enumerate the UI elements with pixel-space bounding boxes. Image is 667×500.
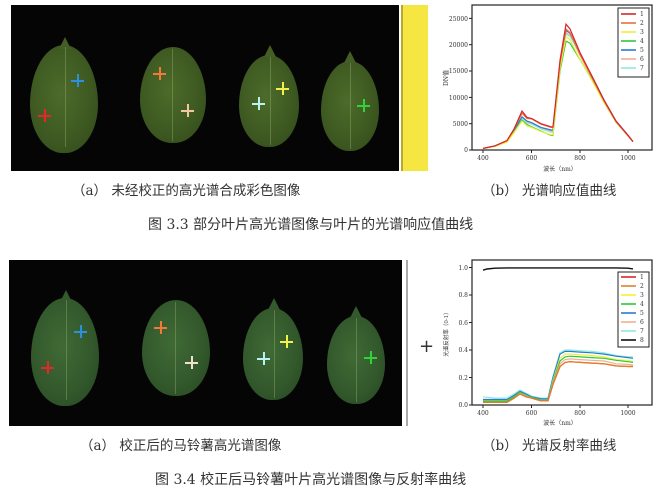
svg-text:2: 2 [640, 20, 644, 27]
dn-chart-legend: 1 2 3 4 5 6 7 [617, 7, 650, 78]
leaf-1-tip [59, 37, 71, 49]
svg-text:3: 3 [640, 292, 644, 299]
sample-marker-6 [181, 104, 194, 117]
svg-text:0.6: 0.6 [458, 320, 468, 327]
reflectance-chart-legend: 1 2 3 4 5 6 7 8 [617, 271, 650, 348]
leaf-3 [239, 55, 299, 147]
svg-text:20000: 20000 [449, 42, 468, 49]
leaf-2 [140, 47, 206, 143]
svg-text:3: 3 [640, 29, 644, 36]
svg-text:4: 4 [640, 38, 644, 45]
leaf-3-vein [274, 310, 275, 398]
svg-text:5: 5 [640, 310, 644, 317]
svg-text:1000: 1000 [620, 410, 635, 417]
reflectance-chart-xlabel: 波长（nm） [543, 419, 577, 427]
sample-marker-6 [185, 356, 198, 369]
reflectance-chart-svg: 0.0 0.2 0.4 0.6 0.8 1.0 400 600 800 1000… [442, 259, 653, 427]
svg-text:2: 2 [640, 283, 644, 290]
leaf-4-tip [350, 306, 362, 318]
svg-text:1: 1 [640, 11, 644, 18]
svg-text:7: 7 [640, 328, 644, 335]
fig3-3-subcaption-b: （b） 光谱响应值曲线 [482, 183, 617, 199]
dn-chart-ylabel: DN值 [442, 70, 450, 86]
sample-marker-1 [38, 109, 51, 122]
dn-value-chart: 0 5000 10000 15000 20000 25000 400 600 8… [440, 0, 667, 180]
svg-text:4: 4 [640, 301, 644, 308]
divider-line [406, 260, 408, 426]
svg-text:0.4: 0.4 [458, 347, 468, 354]
svg-text:0: 0 [464, 147, 468, 154]
svg-text:0.0: 0.0 [458, 402, 468, 409]
sample-marker-7 [252, 97, 265, 110]
dn-chart-svg: 0 5000 10000 15000 20000 25000 400 600 8… [442, 4, 653, 173]
svg-text:1.0: 1.0 [458, 265, 468, 272]
reflectance-chart: 0.0 0.2 0.4 0.6 0.8 1.0 400 600 800 1000… [440, 255, 667, 430]
sample-marker-7 [257, 352, 270, 365]
corrected-hyperspectral-image [9, 260, 402, 426]
leaf-1 [31, 298, 99, 406]
uncorrected-hyperspectral-image [11, 5, 399, 171]
svg-text:0.8: 0.8 [458, 292, 468, 299]
svg-text:25000: 25000 [449, 16, 468, 23]
svg-text:8: 8 [640, 337, 644, 344]
plus-symbol: + [419, 336, 435, 357]
fig3-3-caption: 图 3.3 部分叶片高光谱图像与叶片的光谱响应值曲线 [148, 217, 474, 233]
svg-text:7: 7 [640, 65, 644, 72]
sample-marker-5 [71, 74, 84, 87]
leaf-4-vein [350, 63, 351, 149]
svg-text:1000: 1000 [620, 155, 635, 162]
svg-text:5000: 5000 [453, 121, 468, 128]
reference-panel-yellow [401, 5, 428, 171]
leaf-4-tip [344, 51, 356, 63]
leaf-3-vein [270, 57, 271, 145]
svg-text:1: 1 [640, 274, 644, 281]
svg-text:10000: 10000 [449, 95, 468, 102]
fig3-4-subcaption-a: （a） 校正后的马铃薯高光谱图像 [80, 438, 282, 454]
svg-text:6: 6 [640, 319, 644, 326]
leaf-1 [30, 45, 98, 153]
dn-chart-xlabel: 波长（nm） [543, 165, 577, 173]
leaf-3 [243, 308, 303, 400]
sample-marker-4 [364, 351, 377, 364]
sample-marker-2 [154, 321, 167, 334]
leaf-4 [327, 316, 385, 404]
svg-text:800: 800 [574, 155, 586, 162]
leaf-1-vein [66, 300, 67, 400]
svg-text:800: 800 [574, 410, 586, 417]
leaf-4-vein [356, 318, 357, 402]
leaf-2-vein [175, 302, 176, 394]
fig3-4-caption: 图 3.4 校正后马铃薯叶片高光谱图像与反射率曲线 [155, 472, 467, 488]
sample-marker-1 [41, 361, 54, 374]
fig3-4-subcaption-b: （b） 光谱反射率曲线 [482, 438, 617, 454]
sample-marker-2 [153, 67, 166, 80]
svg-text:400: 400 [477, 410, 489, 417]
sample-marker-4 [357, 99, 370, 112]
sample-marker-3 [276, 82, 289, 95]
svg-text:5: 5 [640, 47, 644, 54]
svg-text:400: 400 [477, 155, 489, 162]
leaf-2-vein [172, 49, 173, 141]
leaf-2 [142, 300, 210, 396]
reflectance-chart-ylabel: 光谱反射率（0-1） [442, 309, 450, 356]
leaf-3-tip [264, 45, 276, 57]
svg-text:6: 6 [640, 56, 644, 63]
leaf-3-tip [268, 298, 280, 310]
sample-marker-5 [74, 325, 87, 338]
svg-text:600: 600 [526, 410, 538, 417]
svg-text:0.2: 0.2 [458, 375, 468, 382]
leaf-1-vein [65, 47, 66, 147]
fig3-3-subcaption-a: （a） 未经校正的高光谱合成彩色图像 [72, 183, 301, 199]
sample-marker-3 [280, 335, 293, 348]
svg-text:600: 600 [526, 155, 538, 162]
svg-text:15000: 15000 [449, 68, 468, 75]
leaf-1-tip [60, 290, 72, 302]
